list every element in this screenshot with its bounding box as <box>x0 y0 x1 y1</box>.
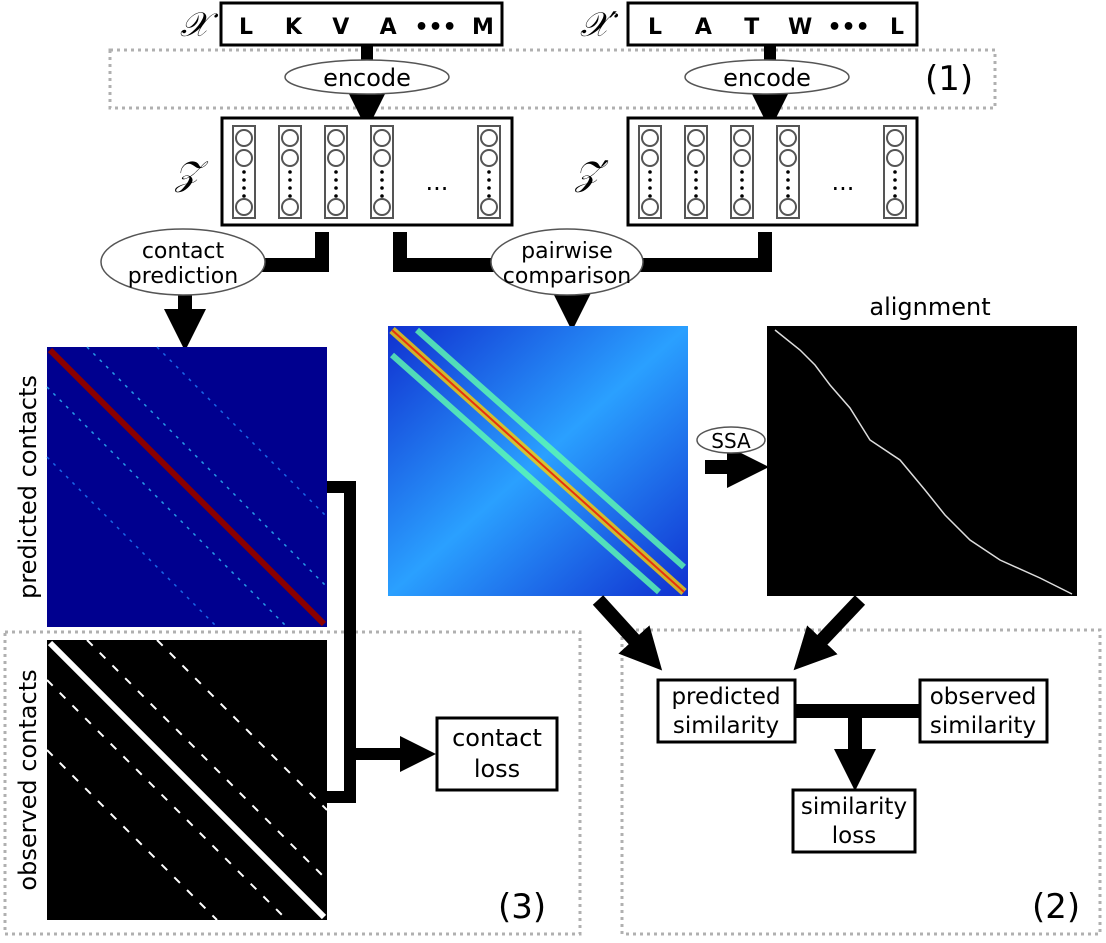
residue: L <box>648 15 662 40</box>
predicted-similarity-label-1: predicted <box>671 684 780 710</box>
residue: L <box>890 15 904 40</box>
similarity-map-marks <box>389 327 687 595</box>
embedding-vector <box>278 125 302 219</box>
x-sequence-box <box>219 1 504 47</box>
alignment-map <box>767 326 1077 596</box>
encode-label-right: encode <box>723 64 811 92</box>
contact-prediction-ellipse <box>100 228 266 296</box>
stage3-label: (3) <box>498 887 546 927</box>
alignment-arrow <box>793 595 866 671</box>
predicted-similarity-box <box>656 678 797 744</box>
zp-embedding-columns <box>638 125 907 219</box>
encode-ellipse-right <box>684 59 850 95</box>
ssa-ellipse <box>696 426 766 454</box>
similarity-loss-label-1: similarity <box>801 794 907 820</box>
zp-box <box>626 116 919 227</box>
pairwise-connector-left <box>393 232 500 272</box>
similarity-map-arrow <box>592 595 663 671</box>
main-diagonal <box>47 347 327 627</box>
predicted-contacts-marks <box>46 346 328 628</box>
contact-band <box>86 639 328 881</box>
pairwise-comparison-ellipse <box>490 228 644 296</box>
pairwise-comparison-label-1: pairwise <box>521 239 613 264</box>
zp-label: 𝒵′ <box>574 154 609 194</box>
pairwise-connector-right <box>630 232 772 272</box>
embedding-vector <box>684 125 708 219</box>
observed-similarity-box <box>918 678 1049 744</box>
embedding-vector <box>324 125 348 219</box>
observed-contacts-marks <box>46 639 328 921</box>
contact-loss-label-1: contact <box>452 724 542 752</box>
x-label: 𝒳 <box>180 5 219 45</box>
similarity-band <box>415 327 686 570</box>
z-embedding-columns <box>232 125 501 219</box>
similarity-loss-box <box>791 788 917 854</box>
stage3-box <box>3 630 582 936</box>
stage1-label: (1) <box>925 59 973 99</box>
xp-sequence: L A T W ••• L <box>648 15 904 40</box>
contact-band <box>156 639 328 811</box>
residue: L <box>239 15 253 40</box>
contact-prediction-label-2: prediction <box>128 264 238 289</box>
contact-band <box>156 346 328 518</box>
contact-band <box>46 456 218 628</box>
observed-similarity-label-2: similarity <box>930 713 1036 739</box>
observed-contacts-label: observed contacts <box>14 669 42 890</box>
residue: V <box>332 15 349 40</box>
residue: K <box>285 15 303 40</box>
contact-band <box>86 346 328 588</box>
z-ellipsis: ... <box>426 168 449 196</box>
embedding-vector <box>776 125 800 219</box>
contact-loss-box <box>435 716 559 792</box>
pairwise-comparison-label-2: comparison <box>503 264 631 289</box>
residue: A <box>695 15 712 40</box>
embedding-vector <box>477 125 501 219</box>
stage2-box <box>620 628 1102 936</box>
stage1-box <box>108 48 997 110</box>
contact-band <box>46 749 218 921</box>
observed-similarity-label-1: observed <box>930 684 1037 710</box>
similarity-band <box>390 352 661 595</box>
stage2-label: (2) <box>1032 887 1080 927</box>
z-box <box>220 116 514 227</box>
residue: W <box>788 15 812 40</box>
residue: M <box>472 15 494 40</box>
alignment-path <box>774 329 1073 595</box>
encode-ellipse-left <box>284 59 450 95</box>
residue: ••• <box>415 15 457 40</box>
contact-connector <box>260 232 329 272</box>
x-sequence: L K V A ••• M <box>239 15 494 40</box>
contact-band <box>46 386 288 628</box>
contact-prediction-label-1: contact <box>142 239 225 264</box>
similarity-loss-label-2: loss <box>832 823 876 849</box>
similarity-peak <box>391 329 685 593</box>
embedding-vector <box>883 125 907 219</box>
residue: T <box>744 15 759 40</box>
alignment-label: alignment <box>869 293 990 321</box>
residue: A <box>380 15 397 40</box>
xp-label: 𝒳′ <box>580 5 619 45</box>
contact-loss-label-2: loss <box>474 755 520 783</box>
z-label: 𝒵 <box>174 154 209 194</box>
contact-band <box>46 679 288 921</box>
embedding-vector <box>232 125 256 219</box>
embedding-vector <box>638 125 662 219</box>
predicted-contacts-label: predicted contacts <box>14 375 42 599</box>
encode-label-left: encode <box>323 64 411 92</box>
ssa-label: SSA <box>711 429 751 453</box>
embedding-vector <box>370 125 394 219</box>
predicted-similarity-label-2: similarity <box>673 713 779 739</box>
xp-sequence-box <box>626 1 919 47</box>
contact-loss-connector <box>327 481 356 803</box>
main-diagonal <box>47 640 327 920</box>
zp-ellipsis: ... <box>832 168 855 196</box>
embedding-vector <box>730 125 754 219</box>
residue: ••• <box>828 15 870 40</box>
